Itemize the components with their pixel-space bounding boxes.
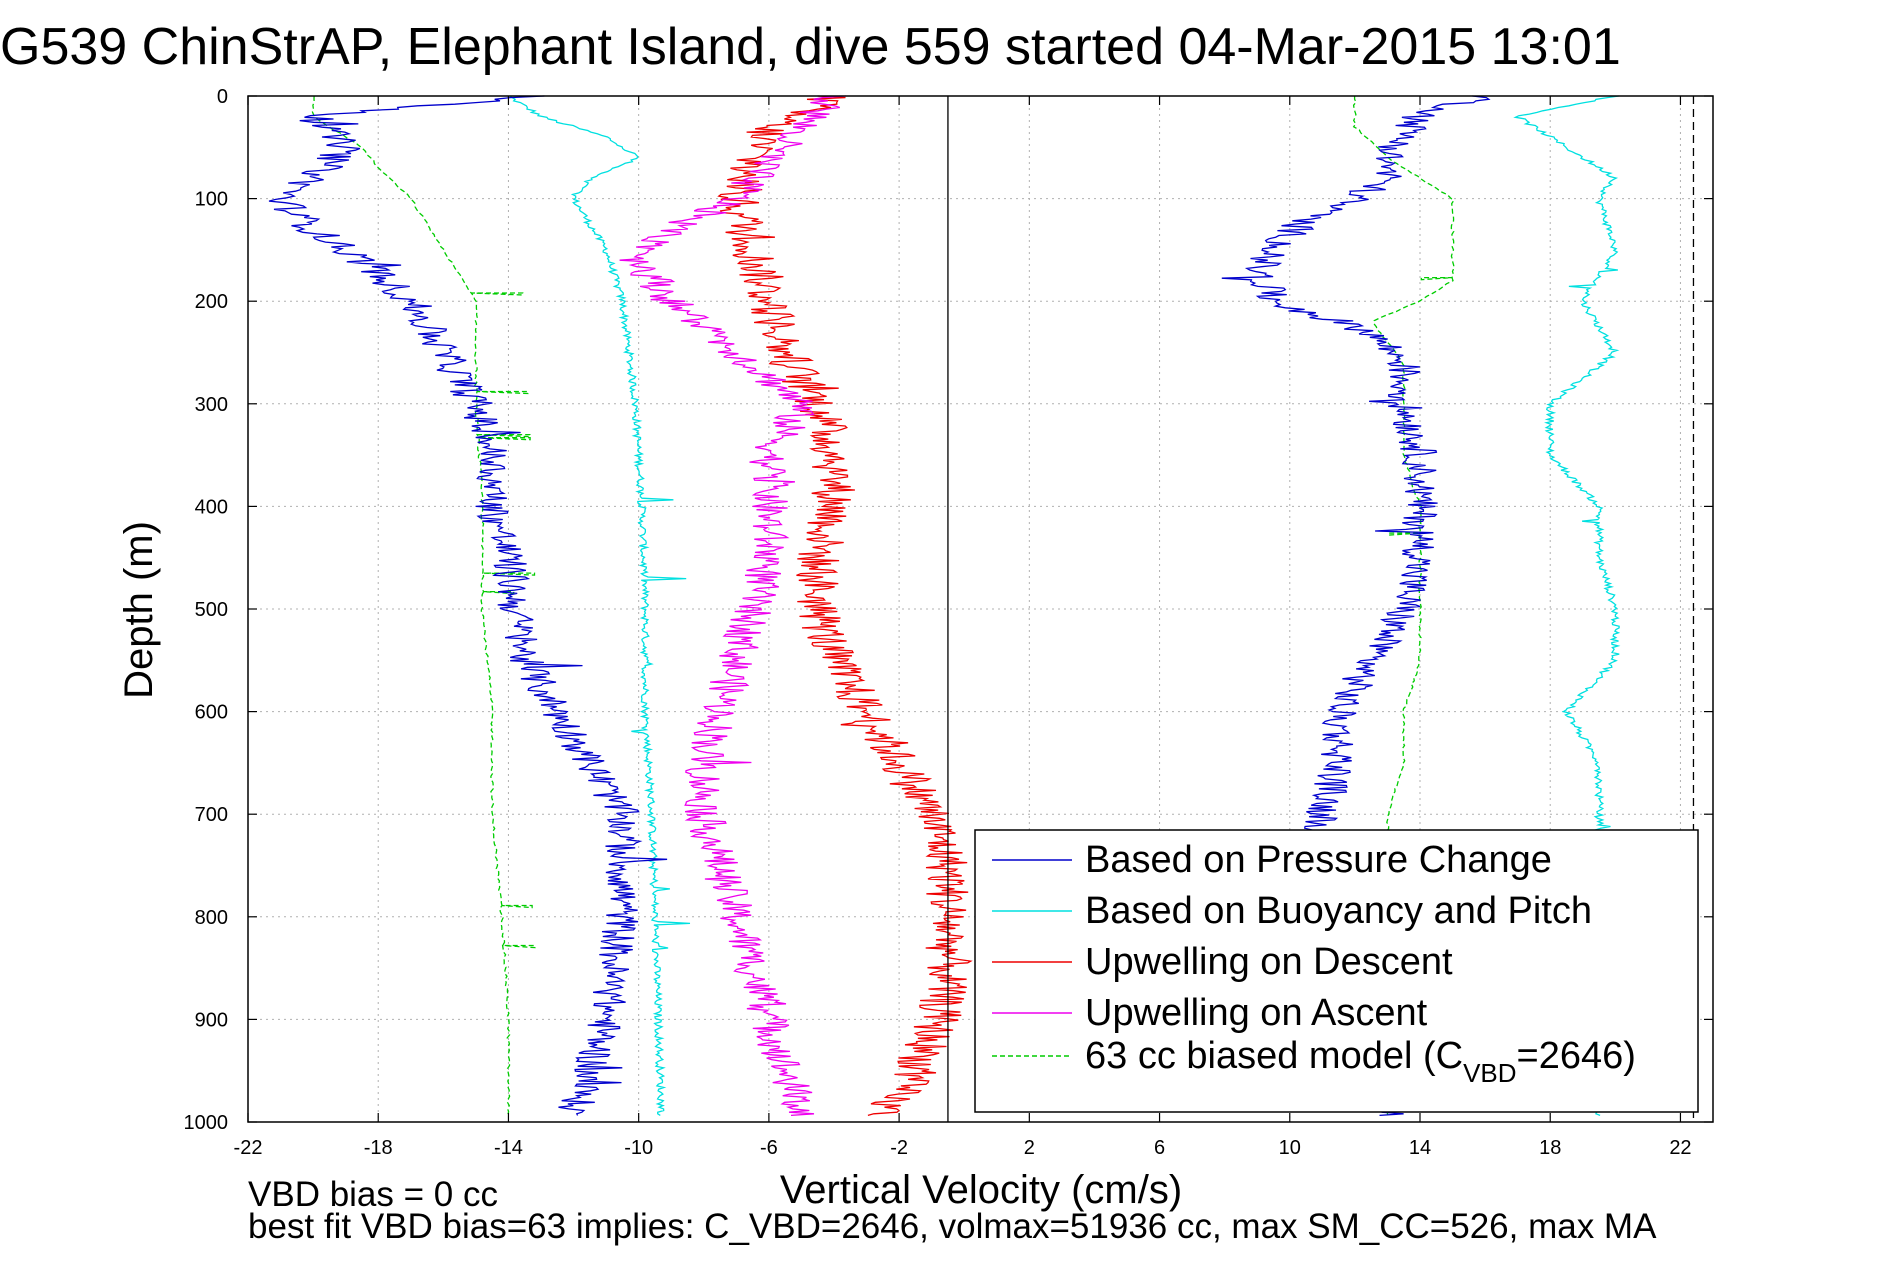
legend-label-4: 63 cc biased model (CVBD=2646) [1085, 1035, 1636, 1088]
x-tick-label: 6 [1154, 1137, 1165, 1159]
y-ticks: 0 100 200 300 400 500 600 700 800 900 1000 [184, 86, 1713, 1134]
y-tick-label: 700 [195, 804, 228, 826]
footer-bias: VBD bias = 0 cc [248, 1175, 498, 1214]
legend-label-suffix: =2646) [1517, 1035, 1636, 1077]
x-tick-label: 18 [1539, 1137, 1561, 1159]
series-3-profile-line [619, 95, 847, 1117]
x-tick-label: -18 [364, 1137, 393, 1159]
legend-label-1: Based on Buoyancy and Pitch [1085, 890, 1592, 932]
x-tick-label: 10 [1279, 1137, 1301, 1159]
chart-title: G539 ChinStrAP, Elephant Island, dive 55… [0, 18, 1621, 76]
y-tick-label: 400 [195, 496, 228, 518]
legend-label-2: Upwelling on Descent [1085, 941, 1453, 983]
legend-label-text: Upwelling on Ascent [1085, 992, 1428, 1034]
y-tick-label: 900 [195, 1009, 228, 1031]
legend-box [974, 829, 1699, 1113]
legend-label-0: Based on Pressure Change [1085, 839, 1552, 881]
legend-label-text: Based on Pressure Change [1085, 839, 1552, 881]
footer-best-fit: best fit VBD bias=63 implies: C_VBD=2646… [248, 1207, 1657, 1246]
legend-label-text: Based on Buoyancy and Pitch [1085, 890, 1592, 932]
legend-label-text: Upwelling on Descent [1085, 941, 1453, 983]
y-tick-label: 600 [195, 702, 228, 724]
legend: Based on Pressure Change Based on Buoyanc… [974, 829, 1699, 1113]
x-tick-label: 22 [1669, 1137, 1691, 1159]
x-axis-label: Vertical Velocity (cm/s) [780, 1168, 1182, 1212]
legend-label-text: 63 cc biased model (C [1085, 1035, 1463, 1077]
x-tick-label: -14 [494, 1137, 523, 1159]
y-tick-label: 1000 [184, 1112, 229, 1134]
series-1-descent-line [509, 95, 691, 1116]
x-ticks: -22 -18 -14 -10 -6 -2 2 6 10 14 18 22 [234, 96, 1692, 1159]
y-tick-label: 300 [195, 394, 228, 416]
y-tick-label: 200 [195, 291, 228, 313]
y-tick-label: 0 [217, 86, 228, 108]
x-tick-label: -22 [234, 1137, 263, 1159]
series-2-profile-line [717, 95, 973, 1117]
y-axis-label: Depth (m) [117, 521, 161, 699]
y-tick-label: 800 [195, 907, 228, 929]
x-tick-label: 14 [1409, 1137, 1431, 1159]
x-tick-label: 2 [1024, 1137, 1035, 1159]
x-tick-label: -6 [760, 1137, 778, 1159]
x-tick-label: -10 [624, 1137, 653, 1159]
x-tick-label: -2 [890, 1137, 908, 1159]
series-0-descent-line [268, 95, 668, 1116]
y-tick-label: 100 [195, 189, 228, 211]
legend-label-3: Upwelling on Ascent [1085, 992, 1428, 1034]
legend-label-subscript: VBD [1463, 1058, 1516, 1088]
y-tick-label: 500 [195, 599, 228, 621]
reference-lines [947, 96, 1695, 1122]
